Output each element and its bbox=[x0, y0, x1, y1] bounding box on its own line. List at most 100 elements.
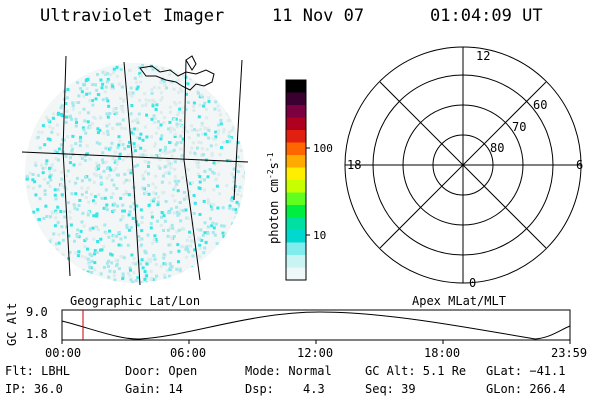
speckle-pixel bbox=[48, 125, 52, 129]
speckle-pixel bbox=[197, 236, 201, 240]
speckle-pixel bbox=[162, 214, 166, 218]
speckle-pixel bbox=[107, 259, 111, 263]
speckle-pixel bbox=[101, 158, 104, 162]
speckle-pixel bbox=[48, 173, 52, 177]
speckle-pixel bbox=[129, 268, 132, 272]
speckle-pixel bbox=[110, 83, 114, 86]
orbit-y-bottom: 1.8 bbox=[26, 327, 48, 341]
speckle-pixel bbox=[196, 165, 200, 168]
speckle-pixel bbox=[140, 229, 144, 233]
speckle-pixel bbox=[154, 277, 157, 281]
speckle-pixel bbox=[110, 178, 114, 182]
speckle-pixel bbox=[78, 199, 82, 202]
orbit-x-tick-1: 06:00 bbox=[170, 346, 207, 360]
speckle-pixel bbox=[160, 96, 164, 100]
speckle-pixel bbox=[43, 189, 47, 193]
speckle-pixel bbox=[75, 207, 79, 211]
speckle-pixel bbox=[167, 172, 171, 175]
speckle-pixel bbox=[122, 192, 126, 196]
speckle-pixel bbox=[133, 127, 137, 131]
speckle-pixel bbox=[149, 278, 153, 282]
speckle-pixel bbox=[236, 192, 240, 196]
speckle-pixel bbox=[113, 202, 117, 206]
speckle-pixel bbox=[179, 134, 183, 138]
speckle-pixel bbox=[201, 132, 205, 136]
speckle-pixel bbox=[93, 252, 97, 256]
speckle-pixel bbox=[105, 208, 109, 212]
speckle-pixel bbox=[173, 160, 177, 164]
colorbar: 100 10 photon cm-2s-1 bbox=[266, 79, 333, 281]
speckle-pixel bbox=[191, 254, 195, 258]
speckle-pixel bbox=[86, 76, 90, 80]
speckle-pixel bbox=[83, 119, 87, 123]
speckle-pixel bbox=[147, 204, 151, 207]
speckle-pixel bbox=[60, 114, 64, 118]
speckle-pixel bbox=[180, 124, 184, 128]
speckle-pixel bbox=[139, 132, 143, 136]
speckle-pixel bbox=[69, 144, 73, 148]
speckle-pixel bbox=[80, 179, 84, 183]
speckle-pixel bbox=[137, 238, 141, 242]
speckle-pixel bbox=[120, 106, 124, 110]
speckle-pixel bbox=[85, 237, 89, 241]
speckle-pixel bbox=[156, 120, 160, 124]
speckle-pixel bbox=[173, 128, 176, 132]
speckle-pixel bbox=[186, 248, 189, 252]
speckle-pixel bbox=[117, 143, 121, 147]
speckle-pixel bbox=[71, 134, 75, 138]
speckle-pixel bbox=[115, 111, 119, 115]
speckle-pixel bbox=[232, 180, 236, 183]
speckle-pixel bbox=[167, 163, 171, 167]
speckle-pixel bbox=[172, 188, 176, 191]
speckle-pixel bbox=[163, 83, 167, 87]
speckle-pixel bbox=[201, 233, 205, 237]
speckle-pixel bbox=[192, 101, 196, 105]
speckle-pixel bbox=[180, 154, 184, 158]
speckle-pixel bbox=[46, 137, 50, 141]
speckle-pixel bbox=[221, 206, 225, 210]
speckle-pixel bbox=[168, 80, 172, 83]
speckle-pixel bbox=[214, 178, 218, 182]
speckle-pixel bbox=[75, 234, 79, 238]
speckle-pixel bbox=[25, 175, 29, 179]
speckle-pixel bbox=[122, 181, 126, 185]
speckle-pixel bbox=[203, 101, 207, 105]
speckle-pixel bbox=[150, 88, 154, 92]
speckle-pixel bbox=[87, 200, 91, 204]
speckle-pixel bbox=[167, 127, 170, 131]
speckle-pixel bbox=[45, 115, 49, 119]
speckle-pixel bbox=[93, 195, 97, 199]
speckle-pixel bbox=[130, 104, 134, 107]
speckle-pixel bbox=[70, 149, 74, 153]
colorbar-cell bbox=[286, 130, 306, 144]
speckle-pixel bbox=[188, 244, 192, 248]
speckle-pixel bbox=[153, 257, 157, 261]
speckle-pixel bbox=[169, 207, 173, 211]
speckle-pixel bbox=[60, 183, 64, 187]
speckle-pixel bbox=[40, 163, 44, 167]
speckle-pixel bbox=[179, 219, 183, 223]
speckle-pixel bbox=[57, 147, 61, 151]
speckle-pixel bbox=[141, 64, 144, 67]
speckle-pixel bbox=[196, 91, 200, 95]
speckle-pixel bbox=[197, 140, 201, 144]
speckle-pixel bbox=[166, 158, 170, 162]
speckle-pixel bbox=[100, 181, 104, 185]
speckle-pixel bbox=[228, 159, 232, 163]
speckle-pixel bbox=[141, 282, 144, 283]
speckle-pixel bbox=[77, 101, 81, 104]
speckle-pixel bbox=[179, 208, 183, 212]
speckle-pixel bbox=[145, 262, 149, 266]
speckle-pixel bbox=[125, 226, 129, 230]
speckle-pixel bbox=[188, 230, 191, 234]
speckle-pixel bbox=[114, 107, 118, 110]
speckle-pixel bbox=[95, 141, 99, 145]
speckle-pixel bbox=[43, 143, 47, 147]
speckle-pixel bbox=[66, 169, 70, 173]
speckle-pixel bbox=[189, 151, 193, 155]
speckle-pixel bbox=[36, 173, 40, 177]
speckle-pixel bbox=[48, 138, 52, 142]
speckle-pixel bbox=[162, 174, 165, 178]
speckle-pixel bbox=[175, 205, 179, 209]
